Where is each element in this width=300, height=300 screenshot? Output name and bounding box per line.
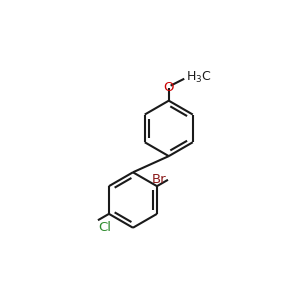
Text: Cl: Cl — [99, 221, 112, 234]
Text: Br: Br — [152, 173, 167, 186]
Text: O: O — [164, 82, 174, 94]
Text: H$_3$C: H$_3$C — [186, 70, 212, 85]
